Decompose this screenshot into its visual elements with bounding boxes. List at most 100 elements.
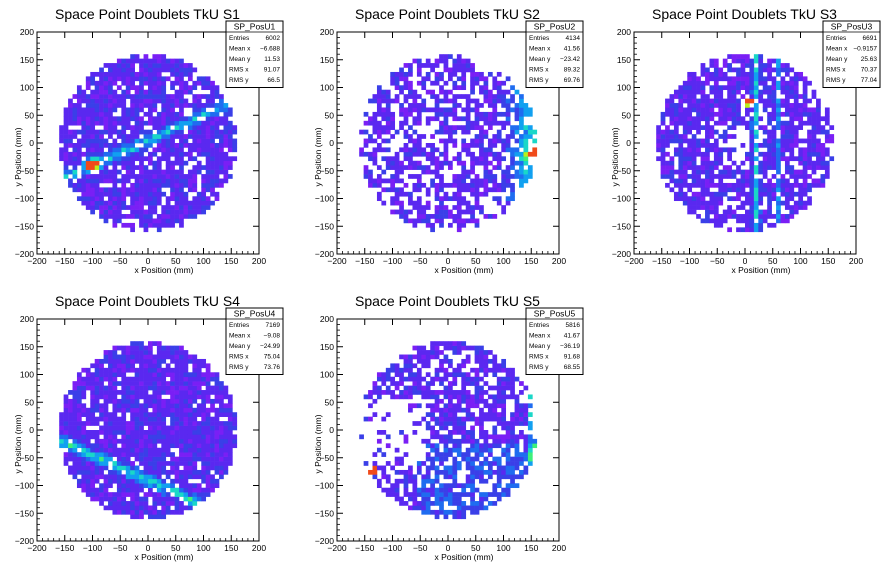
heatmap-cell: [665, 125, 670, 130]
heatmap-cell: [152, 205, 157, 210]
heatmap-cell: [135, 439, 140, 444]
heatmap-cell: [452, 426, 457, 431]
heatmap-cell: [197, 107, 202, 112]
heatmap-cell: [404, 72, 409, 77]
heatmap-cell: [776, 205, 781, 210]
heatmap-cell: [215, 452, 220, 457]
heatmap-cell: [448, 99, 453, 104]
heatmap-cell: [475, 143, 480, 148]
heatmap-cell: [661, 143, 666, 148]
heatmap-cell: [399, 187, 404, 192]
heatmap-cell: [820, 125, 825, 130]
heatmap-cell: [448, 346, 453, 351]
heatmap-cell: [528, 112, 533, 117]
heatmap-cell: [785, 201, 790, 206]
heatmap-cell: [448, 372, 453, 377]
heatmap-cell: [68, 103, 73, 108]
heatmap-cell: [223, 461, 228, 466]
x-tick-label: −100: [680, 256, 699, 266]
heatmap-cell: [219, 434, 224, 439]
heatmap-cell: [661, 116, 666, 121]
heatmap-cell: [807, 183, 812, 188]
heatmap-cell: [687, 143, 692, 148]
heatmap-cell: [665, 183, 670, 188]
heatmap-cell: [457, 439, 462, 444]
heatmap-cell: [86, 205, 91, 210]
heatmap-cell: [90, 466, 95, 471]
heatmap-cell: [121, 412, 126, 417]
heatmap-cell: [772, 116, 777, 121]
heatmap-cell: [77, 426, 82, 431]
heatmap-cell: [148, 223, 153, 228]
heatmap-cell: [170, 210, 175, 215]
heatmap-cell: [161, 210, 166, 215]
heatmap-cell: [219, 474, 224, 479]
heatmap-cell: [219, 130, 224, 135]
heatmap-cell: [709, 85, 714, 90]
heatmap-cell: [803, 187, 808, 192]
heatmap-cell: [152, 390, 157, 395]
heatmap-cell: [139, 505, 144, 510]
heatmap-cell: [803, 205, 808, 210]
heatmap-cell: [452, 492, 457, 497]
heatmap-cell: [466, 107, 471, 112]
heatmap-cell: [767, 99, 772, 104]
heatmap-cell: [364, 112, 369, 117]
heatmap-cell: [488, 152, 493, 157]
heatmap-cell: [144, 156, 149, 161]
heatmap-cell: [452, 439, 457, 444]
heatmap-cell: [104, 403, 109, 408]
heatmap-cell: [439, 412, 444, 417]
heatmap-cell: [86, 139, 91, 144]
heatmap-cell: [825, 152, 830, 157]
heatmap-cell: [417, 386, 422, 391]
heatmap-cell: [408, 492, 413, 497]
heatmap-cell: [108, 399, 113, 404]
heatmap-cell: [81, 192, 86, 197]
heatmap-cell: [152, 394, 157, 399]
heatmap-cell: [386, 372, 391, 377]
heatmap-cell: [532, 152, 537, 157]
heatmap-cell: [452, 63, 457, 68]
heatmap-cell: [404, 183, 409, 188]
heatmap-cell: [781, 99, 786, 104]
heatmap-cell: [201, 152, 206, 157]
heatmap-cell: [435, 81, 440, 86]
heatmap-cell: [714, 218, 719, 223]
heatmap-cell: [99, 443, 104, 448]
heatmap-cell: [727, 227, 732, 232]
heatmap-cell: [794, 139, 799, 144]
heatmap-cell: [77, 479, 82, 484]
heatmap-cell: [435, 72, 440, 77]
heatmap-cell: [206, 205, 211, 210]
heatmap-cell: [108, 443, 113, 448]
heatmap-cell: [152, 510, 157, 515]
heatmap-cell: [466, 492, 471, 497]
heatmap-cell: [73, 156, 78, 161]
heatmap-cell: [435, 147, 440, 152]
heatmap-cell: [144, 408, 149, 413]
heatmap-cell: [470, 368, 475, 373]
heatmap-cell: [373, 390, 378, 395]
heatmap-cell: [523, 147, 528, 152]
heatmap-cell: [148, 187, 153, 192]
heatmap-cell: [386, 125, 391, 130]
heatmap-cell: [709, 59, 714, 64]
heatmap-cell: [381, 139, 386, 144]
heatmap-cell: [179, 59, 184, 64]
heatmap-cell: [789, 85, 794, 90]
heatmap-cell: [470, 218, 475, 223]
heatmap-cell: [727, 174, 732, 179]
heatmap-cell: [417, 112, 422, 117]
heatmap-cell: [161, 156, 166, 161]
heatmap-cell: [206, 130, 211, 135]
heatmap-cell: [192, 399, 197, 404]
heatmap-cell: [170, 103, 175, 108]
heatmap-cell: [81, 377, 86, 382]
heatmap-cell: [135, 165, 140, 170]
heatmap-cell: [807, 147, 812, 152]
heatmap-cell: [157, 125, 162, 130]
heatmap-cell: [497, 201, 502, 206]
heatmap-cell: [81, 107, 86, 112]
